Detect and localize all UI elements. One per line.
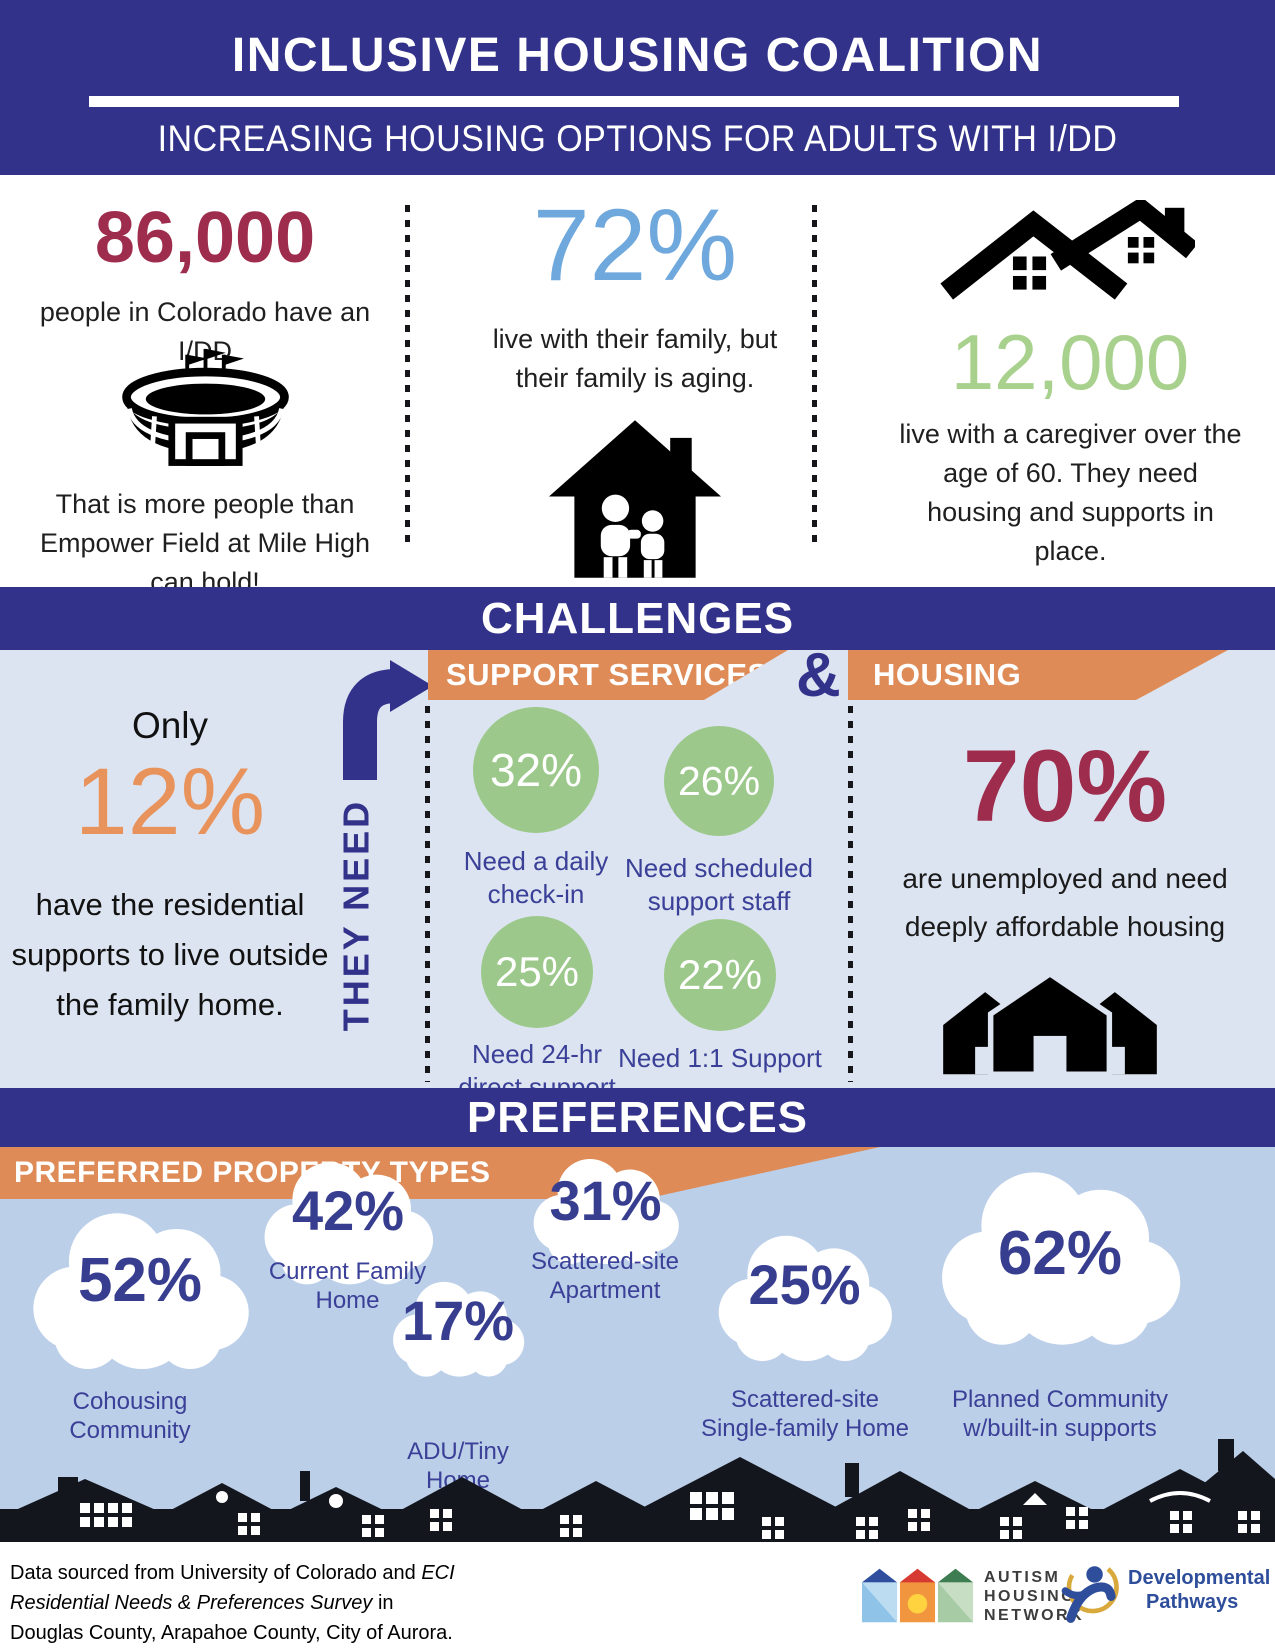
cloud-shape — [393, 1281, 525, 1377]
skyline-illustration — [0, 1439, 1275, 1542]
preferred-property-types-banner: PREFERRED PROPERTY TYPES — [0, 1147, 880, 1199]
rooftops-icon — [940, 200, 1195, 300]
support-stat-circle: 32% — [473, 707, 599, 833]
cloud-shape — [33, 1213, 249, 1370]
stat-family-label: live with their family, but their family… — [492, 324, 778, 394]
challenges-left-value: 12% — [74, 749, 266, 855]
page-subtitle: INCREASING HOUSING OPTIONS FOR ADULTS WI… — [157, 118, 1118, 160]
cloud-value: 31% — [549, 1169, 662, 1232]
ahn-line: AUTISM — [984, 1569, 1061, 1586]
title-underline — [89, 96, 1179, 107]
source-text: Data sourced from University of Colorado… — [10, 1562, 422, 1584]
challenges-left-label: have the residential supports to live ou… — [11, 887, 329, 1022]
support-stat-circle: 26% — [664, 726, 774, 836]
cloud-shape — [264, 1162, 434, 1285]
support-stat-label: Need scheduled support staff — [625, 853, 813, 916]
cloud-label: Cohousing Community — [69, 1388, 191, 1444]
stats-divider-left — [405, 205, 410, 550]
challenges-only-text: Only — [131, 705, 209, 746]
support-stat-label: Need a daily check-in — [463, 846, 609, 909]
autism-housing-network-logo-text: AUTISM HOUSING NETWORK — [984, 1568, 1084, 1625]
challenges-divider-left — [425, 706, 430, 1082]
cloud-value: 52% — [77, 1246, 203, 1315]
source-text-suffix: in Douglas County, Arapahoe County, City… — [10, 1592, 453, 1644]
stat-population-value: 86,000 — [94, 198, 316, 278]
cloud-value: 25% — [748, 1253, 861, 1316]
curved-arrow-icon — [343, 660, 433, 780]
stat-caregiver: 12,000 live with a caregiver over the ag… — [860, 175, 1270, 587]
stats-divider-right — [812, 205, 817, 550]
dp-line: Developmental — [1128, 1567, 1271, 1589]
housing-banner: HOUSING — [848, 650, 1228, 700]
developmental-pathways-logo-icon — [1061, 1561, 1119, 1623]
house-family-icon — [548, 420, 722, 578]
page-title: INCLUSIVE HOUSING COALITION — [231, 29, 1044, 82]
support-services-banner: SUPPORT SERVICES — [428, 650, 788, 700]
stat-family-value: 72% — [532, 188, 738, 302]
stat-caregiver-value: 12,000 — [950, 318, 1190, 406]
data-source-note: Data sourced from University of Colorado… — [10, 1558, 470, 1648]
ampersand: & — [796, 641, 841, 710]
cloud-value: 62% — [997, 1219, 1123, 1288]
ahn-line: HOUSING — [984, 1588, 1077, 1605]
cloud-shape — [718, 1235, 892, 1362]
cloud-label: Scattered-site Single-family Home — [700, 1386, 910, 1442]
stat-population: 86,000 people in Colorado have an I/DD — [15, 175, 395, 597]
autism-housing-network-logo-icon — [862, 1568, 974, 1623]
cloud-value: 42% — [291, 1179, 405, 1242]
header-banner: INCLUSIVE HOUSING COALITION INCREASING H… — [0, 0, 1275, 175]
ahn-line: NETWORK — [984, 1607, 1085, 1624]
they-need-label: THEY NEED — [335, 798, 377, 1032]
housing-stat-label: are unemployed and need deeply affordabl… — [902, 863, 1228, 942]
cloud-shape — [942, 1172, 1181, 1345]
stat-caregiver-label: live with a caregiver over the age of 60… — [899, 419, 1242, 567]
support-stat-circle: 25% — [481, 916, 593, 1028]
support-stat-circle: 22% — [664, 919, 776, 1031]
challenges-divider-right — [848, 706, 853, 1082]
cloud-shape — [533, 1158, 679, 1264]
source-survey-name: ECI Residential Needs & Preferences Surv… — [10, 1562, 455, 1614]
developmental-pathways-logo-text: Developmental Pathways — [1128, 1566, 1270, 1614]
preferences-section-title: PREFERENCES — [0, 1088, 1275, 1147]
cloud-label: Current Family Home — [268, 1258, 427, 1314]
cloud-value: 17% — [401, 1289, 515, 1352]
dp-line: Pathways — [1146, 1591, 1239, 1613]
houses-icon — [943, 972, 1157, 1077]
cloud-label: Planned Community w/built-in supports — [951, 1386, 1169, 1442]
stadium-icon — [122, 348, 289, 466]
stat-family: 72% live with their family, but their fa… — [425, 175, 845, 587]
stat-population-note: That is more people than Empower Field a… — [39, 489, 371, 598]
support-stat-label: Need 1:1 Support — [618, 1043, 822, 1073]
cloud-label: Scattered-site Apartment — [530, 1248, 680, 1304]
housing-stat-value: 70% — [962, 729, 1168, 843]
challenges-section-title: CHALLENGES — [0, 587, 1275, 650]
